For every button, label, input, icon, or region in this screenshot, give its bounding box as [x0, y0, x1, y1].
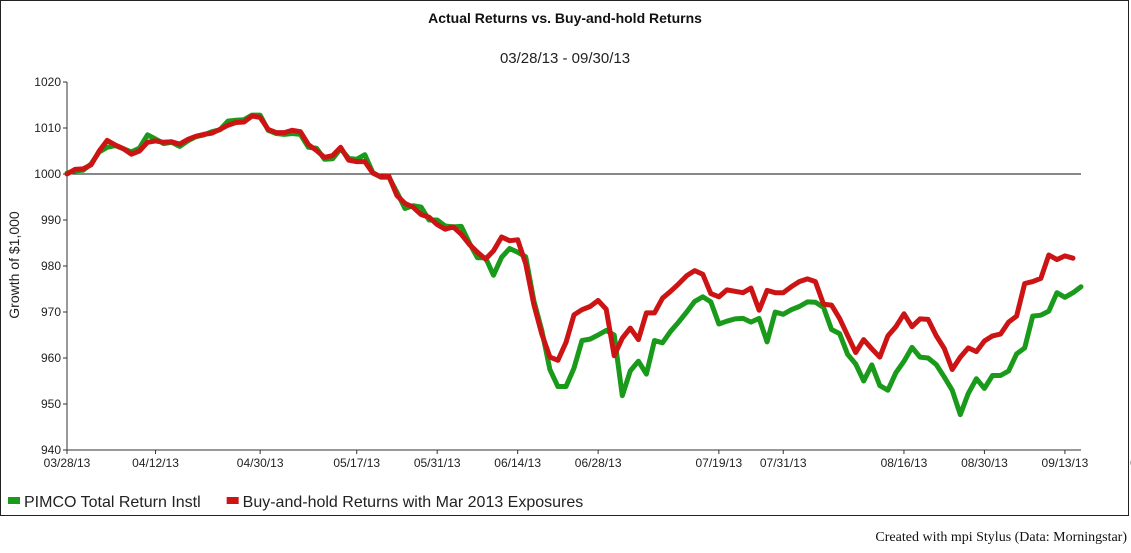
- x-tick-label: 08/30/13: [961, 456, 1008, 470]
- series-line-pimco: [64, 112, 1084, 418]
- chart-title: Actual Returns vs. Buy-and-hold Returns: [428, 10, 702, 26]
- legend-label: PIMCO Total Return Instl: [24, 494, 201, 511]
- y-tick-label: 960: [41, 351, 61, 365]
- y-tick-label: 1000: [34, 167, 61, 181]
- legend-swatch: [226, 497, 239, 504]
- y-tick-label: 940: [41, 443, 61, 457]
- x-tick-label: 08/16/13: [881, 456, 928, 470]
- x-tick-label: 06/14/13: [494, 456, 541, 470]
- x-tick-label: 05/31/13: [414, 456, 461, 470]
- y-tick-label: 950: [41, 397, 61, 411]
- series-layer: [64, 112, 1084, 418]
- credit-text: Created with mpi Stylus (Data: Morningst…: [875, 530, 1127, 545]
- chart-frame: [0, 0, 1129, 516]
- x-tick-label: 06/28/13: [575, 456, 622, 470]
- x-tick-label: 07/19/13: [695, 456, 742, 470]
- x-tick-label: 04/12/13: [132, 456, 179, 470]
- y-axis-label: Growth of $1,000: [6, 211, 22, 319]
- y-tick-label: 1020: [34, 75, 61, 89]
- x-tick-label: 05/17/13: [333, 456, 380, 470]
- chart-subtitle: 03/28/13 - 09/30/13: [500, 50, 630, 67]
- y-tick-label: 1010: [34, 121, 61, 135]
- x-tick-label: 09/13/13: [1042, 456, 1089, 470]
- x-tick-label: 03/28/13: [44, 456, 91, 470]
- x-tick-label: 04/30/13: [237, 456, 284, 470]
- legend-label: Buy-and-hold Returns with Mar 2013 Expos…: [243, 494, 584, 511]
- legend-swatch: [8, 497, 20, 504]
- y-tick-label: 990: [41, 213, 61, 227]
- legend: PIMCO Total Return Instl Buy-and-hold Ret…: [8, 494, 583, 511]
- series-line-buy-and-hold: [64, 113, 1076, 372]
- x-tick-label: 07/31/13: [760, 456, 807, 470]
- y-tick-label: 980: [41, 259, 61, 273]
- y-tick-label: 970: [41, 305, 61, 319]
- axes: 940 950 960 970 980 990 1000 1010 1020 03/28/13 04…: [34, 75, 1131, 470]
